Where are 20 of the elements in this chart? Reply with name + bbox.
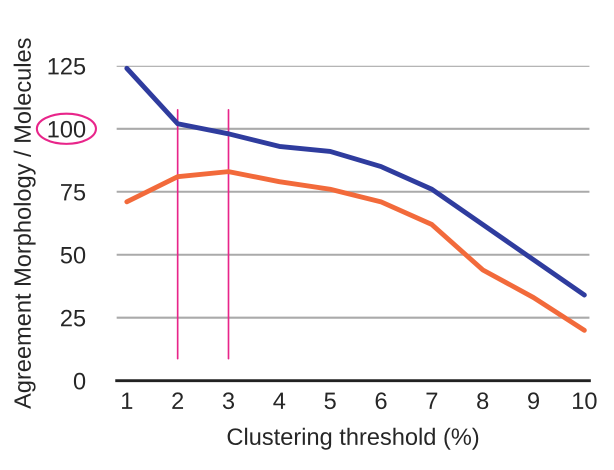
y-axis-title: Agreement Morphology / Molecules — [14, 38, 36, 409]
line-series — [124, 169, 587, 333]
x-tick-label: 4 — [273, 392, 286, 409]
x-tick-label: 8 — [477, 392, 488, 410]
y-tick-label: 75 — [61, 184, 86, 201]
y-tick-label: 50 — [60, 246, 86, 264]
x-tick-label: 6 — [376, 392, 387, 410]
y-tick-label: 125 — [48, 58, 86, 75]
x-tick-label: 7 — [426, 392, 438, 409]
line-series — [124, 66, 587, 298]
y-tick-label: 100 — [48, 120, 86, 138]
x-tick-label: 5 — [324, 392, 336, 410]
y-tick-label: 25 — [61, 310, 86, 327]
x-tick-label: 9 — [528, 392, 539, 410]
x-tick-label: 3 — [222, 392, 234, 410]
x-tick-label: 10 — [573, 392, 597, 410]
y-tick-label: 0 — [74, 372, 86, 390]
x-tick-label: 2 — [172, 392, 184, 409]
x-tick-label: 1 — [122, 392, 132, 409]
x-axis-title: Clustering threshold (%) — [228, 428, 478, 450]
